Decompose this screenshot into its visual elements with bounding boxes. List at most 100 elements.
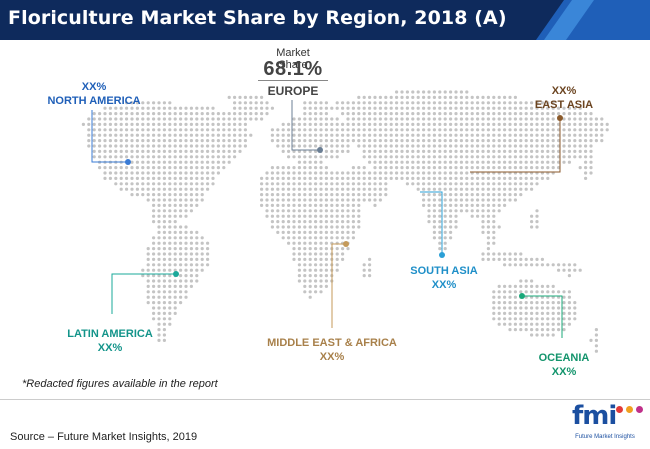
map-dot [513,122,518,126]
map-dot [557,317,561,321]
map-dot [211,112,215,116]
map-dot [422,90,426,94]
map-dot [173,176,177,180]
map-dot [459,149,463,153]
map-dot [535,112,539,116]
map-dot [92,144,96,148]
map-dot [152,155,156,159]
source-text: Source – Future Market Insights, 2019 [10,431,198,443]
map-dot [141,122,145,126]
map-dot [454,155,458,159]
map-dot [481,144,485,148]
map-dot [233,139,237,143]
map-dot [141,139,145,143]
map-dot [308,203,312,207]
map-dot [103,117,107,121]
map-dot [173,209,177,213]
map-dot [319,171,323,175]
map-dot [589,112,593,116]
map-dot [200,155,204,159]
map-dot [314,236,318,240]
map-dot [173,230,177,234]
map-dot [152,263,156,267]
map-dot [303,198,307,202]
map-dot [324,149,328,153]
map-dot [206,117,210,121]
map-dot [211,182,215,186]
map-dot [519,166,523,170]
map-dot [319,284,323,288]
map-dot [168,209,172,213]
map-dot [195,241,199,245]
map-dot [551,101,555,105]
map-dot [546,322,550,326]
map-dot [260,101,264,105]
map-dot [243,95,247,99]
map-dot [314,230,318,234]
region-marker-middle-east-africa [343,241,349,247]
map-dot [141,268,145,272]
map-dot [130,106,134,110]
map-dot [454,144,458,148]
map-dot [146,122,150,126]
map-dot [287,149,291,153]
map-dot [519,328,523,332]
map-dot [594,117,599,121]
map-dot [535,328,539,332]
map-dot [141,187,145,191]
map-dot [297,166,301,170]
map-dot [497,187,501,191]
map-dot [341,112,345,116]
map-dot [578,268,582,272]
map-dot [265,214,269,218]
map-dot [162,268,166,272]
map-dot [335,263,339,267]
map-dot [189,198,193,202]
map-dot [119,144,123,148]
map-dot [179,176,183,180]
map-dot [276,214,280,218]
map-dot [427,101,431,105]
map-dot [319,155,323,159]
map-dot [179,301,183,305]
map-dot [168,220,172,224]
map-dot [378,193,382,197]
map-dot [152,182,156,186]
map-dot [119,133,123,137]
map-dot [152,268,156,272]
map-dot [173,171,177,175]
map-dot [184,268,188,272]
map-dot [335,176,339,180]
map-dot [540,317,545,321]
map-dot [546,311,550,315]
map-dot [567,301,572,305]
map-dot [486,117,490,121]
map-dot [265,176,269,180]
map-dot [173,160,177,164]
map-dot [530,160,534,164]
map-dot [114,139,118,143]
map-dot [503,263,507,267]
map-dot [503,122,507,126]
map-dot [319,257,323,261]
map-dot [152,306,156,310]
map-dot [405,166,409,170]
map-dot [540,322,545,326]
map-dot [319,133,323,137]
map-dot [211,144,215,148]
map-dot [486,220,490,224]
map-dot [508,306,512,310]
map-dot [270,166,274,170]
map-dot [567,295,572,299]
map-dot [222,149,226,153]
map-dot [324,220,328,224]
map-dot [405,139,409,143]
map-dot [308,122,312,126]
map-dot [492,241,496,245]
map-dot [146,301,150,305]
map-dot [249,106,253,110]
map-dot [378,171,382,175]
map-dot [513,328,518,332]
map-dot [346,176,350,180]
map-dot [584,171,588,175]
